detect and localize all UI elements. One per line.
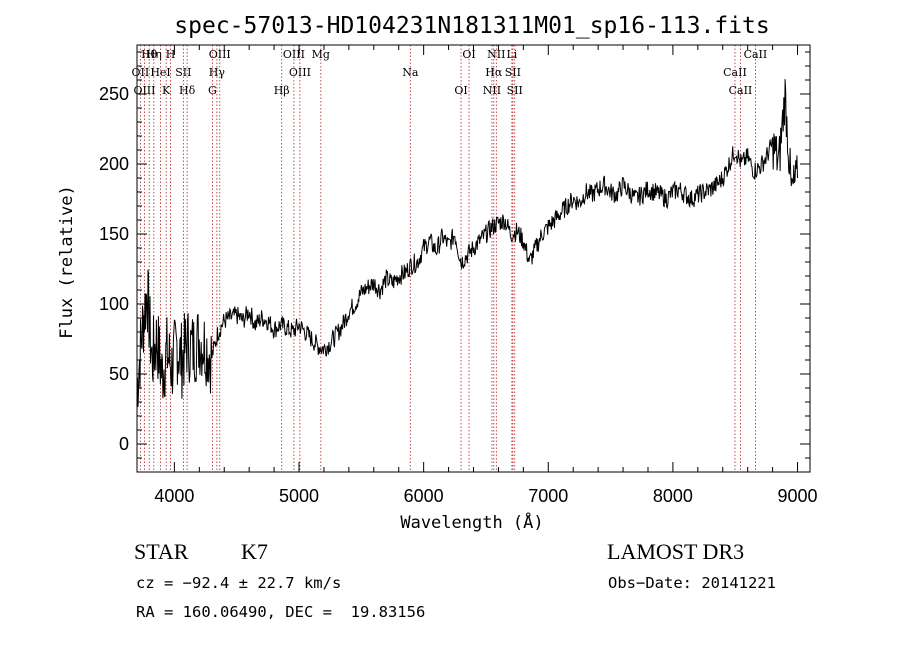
radec-text: RA = 160.06490, DEC = 19.83156 (136, 603, 426, 621)
line-label: OII (132, 66, 150, 79)
line-label: Hδ (179, 84, 196, 97)
line-label: OI (462, 48, 475, 61)
line-label: SII (505, 66, 521, 79)
line-label: Hθ (141, 48, 158, 61)
y-axis-label: Flux (relative) (57, 185, 77, 339)
x-tick-label: 9000 (778, 486, 818, 506)
x-tick-label: 7000 (528, 486, 568, 506)
spectral-subclass: K7 (241, 539, 268, 564)
x-tick-label: 6000 (404, 486, 444, 506)
line-label: OIII (283, 48, 305, 61)
x-tick-label: 8000 (653, 486, 693, 506)
line-label: SII (507, 84, 523, 97)
y-tick-label: 250 (99, 84, 129, 104)
spectrum-line (136, 79, 798, 407)
object-type: STAR (134, 539, 189, 564)
redshift-text: cz = −92.4 ± 22.7 km/s (136, 574, 342, 592)
line-label: HeI (150, 66, 170, 79)
line-label: K (162, 84, 171, 97)
x-tick-label: 5000 (279, 486, 319, 506)
line-label: OI (454, 84, 467, 97)
line-label: OIII (209, 48, 231, 61)
y-tick-label: 50 (109, 364, 129, 384)
line-label: CaII (729, 84, 753, 97)
y-tick-label: 100 (99, 294, 129, 314)
y-tick-label: 0 (119, 434, 129, 454)
line-label: Hβ (274, 84, 290, 97)
y-tick-label: 150 (99, 224, 129, 244)
line-label: Hγ (209, 66, 226, 79)
line-label: Na (402, 66, 419, 79)
line-label: Li (506, 48, 517, 61)
line-label: NII (487, 48, 505, 61)
emission-line-markers (139, 45, 756, 472)
chart-title: spec-57013-HD104231N181311M01_sp16-113.f… (174, 13, 769, 39)
x-axis-label: Wavelength (Å) (400, 511, 543, 533)
y-tick-label: 200 (99, 154, 129, 174)
line-label: CaII (744, 48, 768, 61)
emission-line-labels: HθOIIOIIIHηHeIKHSIIHδOIIIHγGOIIIOIIIHβMg… (132, 48, 768, 97)
line-label: Mg (312, 48, 330, 61)
line-label: G (208, 84, 217, 97)
x-tick-label: 4000 (154, 486, 194, 506)
line-label: Hα (485, 66, 503, 79)
x-axis-ticks: 4000 5000 6000 7000 8000 9000 (154, 45, 818, 506)
line-label: CaII (723, 66, 747, 79)
line-label: OIII (289, 66, 311, 79)
line-label: SII (175, 66, 191, 79)
survey-name: LAMOST DR3 (607, 539, 745, 564)
obs-date-text: Obs−Date: 20141221 (608, 574, 776, 592)
line-label: NII (483, 84, 501, 97)
line-label: H (166, 48, 176, 61)
plot-frame (136, 44, 811, 473)
y-axis-ticks: 0 50 100 150 200 250 (99, 51, 810, 459)
line-label: Hη (146, 48, 162, 61)
